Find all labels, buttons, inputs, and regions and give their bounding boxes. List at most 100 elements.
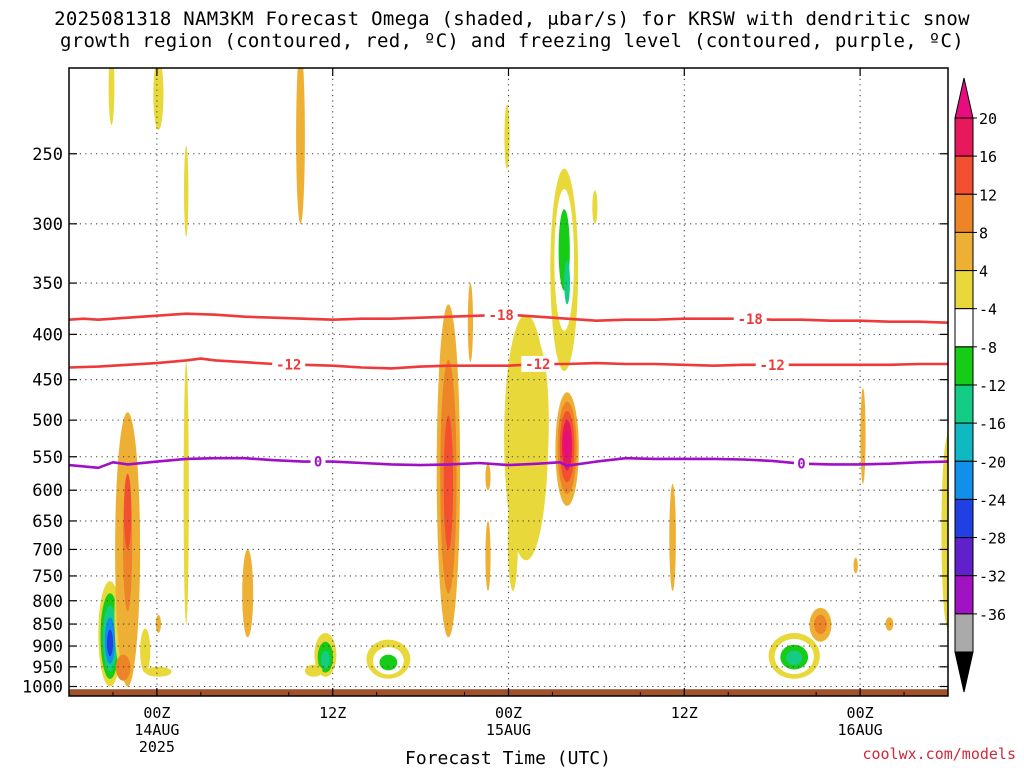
x-tick-label-0-1: 14AUG [134,721,179,739]
y-tick-label-1000: 1000 [22,678,63,698]
y-axis: 2503003504004505005506006507007508008509… [22,145,948,698]
omega-cell-21-level-0 [485,521,491,591]
chart-title-line-1: 2025081318 NAM3KM Forecast Omega (shaded… [54,8,970,30]
omega-cell-14-level-0 [296,68,305,224]
y-tick-label-600: 600 [32,481,63,501]
omega-shading-layer [98,68,948,687]
contour-label-bg-1-1 [521,355,555,372]
colorbar-bin-3 [954,231,974,271]
x-axis-title: Forecast Time (UTC) [405,748,611,768]
colorbar-bin-10 [954,498,974,538]
contour-label-bg-0-1 [733,310,767,327]
colorbar-label-7: -12 [979,377,1006,395]
y-tick-label-650: 650 [32,512,63,532]
y-tick-label-950: 950 [32,658,63,678]
omega-cell-29-level-0 [592,190,598,224]
colorbar-bin-12 [954,575,974,615]
omega-cell-34-level-0 [853,557,858,574]
omega-cell-11-level-0 [184,146,189,237]
x-tick-label-2-1: 15AUG [486,721,531,739]
y-tick-label-900: 900 [32,637,63,657]
colorbar-label-12: -32 [979,568,1006,586]
colorbar-bin-6 [954,346,974,386]
contour-label-bg-1-0 [272,356,306,373]
contour-label-bg-2-0 [310,453,326,470]
omega-cell-12-level-0 [183,362,189,624]
x-tick-label-3-0: 12Z [671,704,698,722]
colorbar-top-arrow [954,77,974,119]
omega-cell-33-level-0 [860,388,866,484]
contour-label--12: -12 [525,357,550,373]
colorbar-bin-8 [954,422,974,462]
omega-cell-19-level-0 [467,283,473,363]
colorbar-label-9: -20 [979,453,1006,471]
contour-layer: -18 -18 -12 -12 -12 0 0 [69,306,948,473]
contour-label--12: -12 [760,358,785,374]
colorbar-bin-11 [954,537,974,577]
omega-cell-5-level-0 [115,654,131,681]
omega-cell-36-level-0 [941,435,948,629]
contour-label-bg-0-0 [484,306,518,323]
colorbar-bin-13 [954,613,974,653]
grid-layer [69,68,948,696]
omega-cell-15-level-2 [321,650,330,669]
omega-cell-35-level-0 [885,617,894,631]
colorbar-label-5: -4 [979,301,997,319]
contour-label--18: -18 [738,312,763,328]
y-tick-label-550: 550 [32,448,63,468]
omega-cell-30-level-0 [669,483,676,591]
colorbar-label-1: 16 [979,148,997,166]
x-tick-label-1-0: 12Z [319,704,346,722]
colorbar-bin-4 [954,270,974,310]
colorbar-bin-9 [954,460,974,500]
colorbar-label-13: -36 [979,606,1006,624]
contour-line-0 [69,456,948,470]
x-tick-label-4-1: 16AUG [838,721,883,739]
y-tick-label-850: 850 [32,615,63,635]
contour-label-0: 0 [314,455,322,471]
y-tick-label-800: 800 [32,592,63,612]
y-tick-label-450: 450 [32,371,63,391]
contour-label-bg-2-1 [794,455,809,472]
x-tick-label-0-0: 00Z [143,704,170,722]
omega-cell-9-level-0 [108,68,115,126]
omega-cell-27-level-0 [564,260,570,305]
colorbar-label-11: -28 [979,530,1006,548]
colorbar-bin-0 [954,117,974,157]
omega-cell-4-level-0 [123,473,132,550]
y-tick-label-700: 700 [32,540,63,560]
omega-cell-13-level-0 [242,549,254,638]
omega-cell-10-level-0 [153,68,164,130]
omega-cell-0-level-4 [107,629,113,657]
credit-link[interactable]: coolwx.com/models [862,745,1016,763]
omega-cell-18-level-2 [443,415,454,550]
omega-cell-20-level-0 [485,463,491,491]
contour-label-0: 0 [797,457,805,473]
x-tick-label-0-2: 2025 [139,738,175,756]
omega-cell-31-level-3 [786,650,803,665]
colorbar-bin-5 [954,308,974,348]
colorbar-bin-2 [954,193,974,233]
colorbar-label-8: -16 [979,415,1006,433]
contour-label--12: -12 [276,357,301,373]
colorbar: 20 16 12 8 4 -4 -8 -12 -16 -20 -24 -28 -32 -36 [954,77,1006,693]
x-tick-label-4-0: 00Z [847,704,874,722]
colorbar-label-6: -8 [979,339,997,357]
y-tick-label-250: 250 [32,145,63,165]
colorbar-label-0: 20 [979,110,997,128]
omega-cell-7-level-0 [145,666,172,677]
colorbar-label-2: 12 [979,186,997,204]
omega-cell-17-level-2 [379,654,398,671]
y-tick-label-400: 400 [32,325,63,345]
colorbar-bin-7 [954,384,974,424]
omega-cell-28-level-4 [564,429,571,459]
omega-cell-6-level-0 [140,628,151,673]
chart-title-line-2: growth region (contoured, red, ºC) and f… [60,30,964,52]
contour-label-bg-1-2 [755,356,789,373]
colorbar-label-4: 4 [979,263,988,281]
colorbar-bin-1 [954,155,974,195]
y-tick-label-500: 500 [32,411,63,431]
colorbar-label-10: -24 [979,491,1006,509]
omega-cell-22-level-0 [504,104,510,169]
